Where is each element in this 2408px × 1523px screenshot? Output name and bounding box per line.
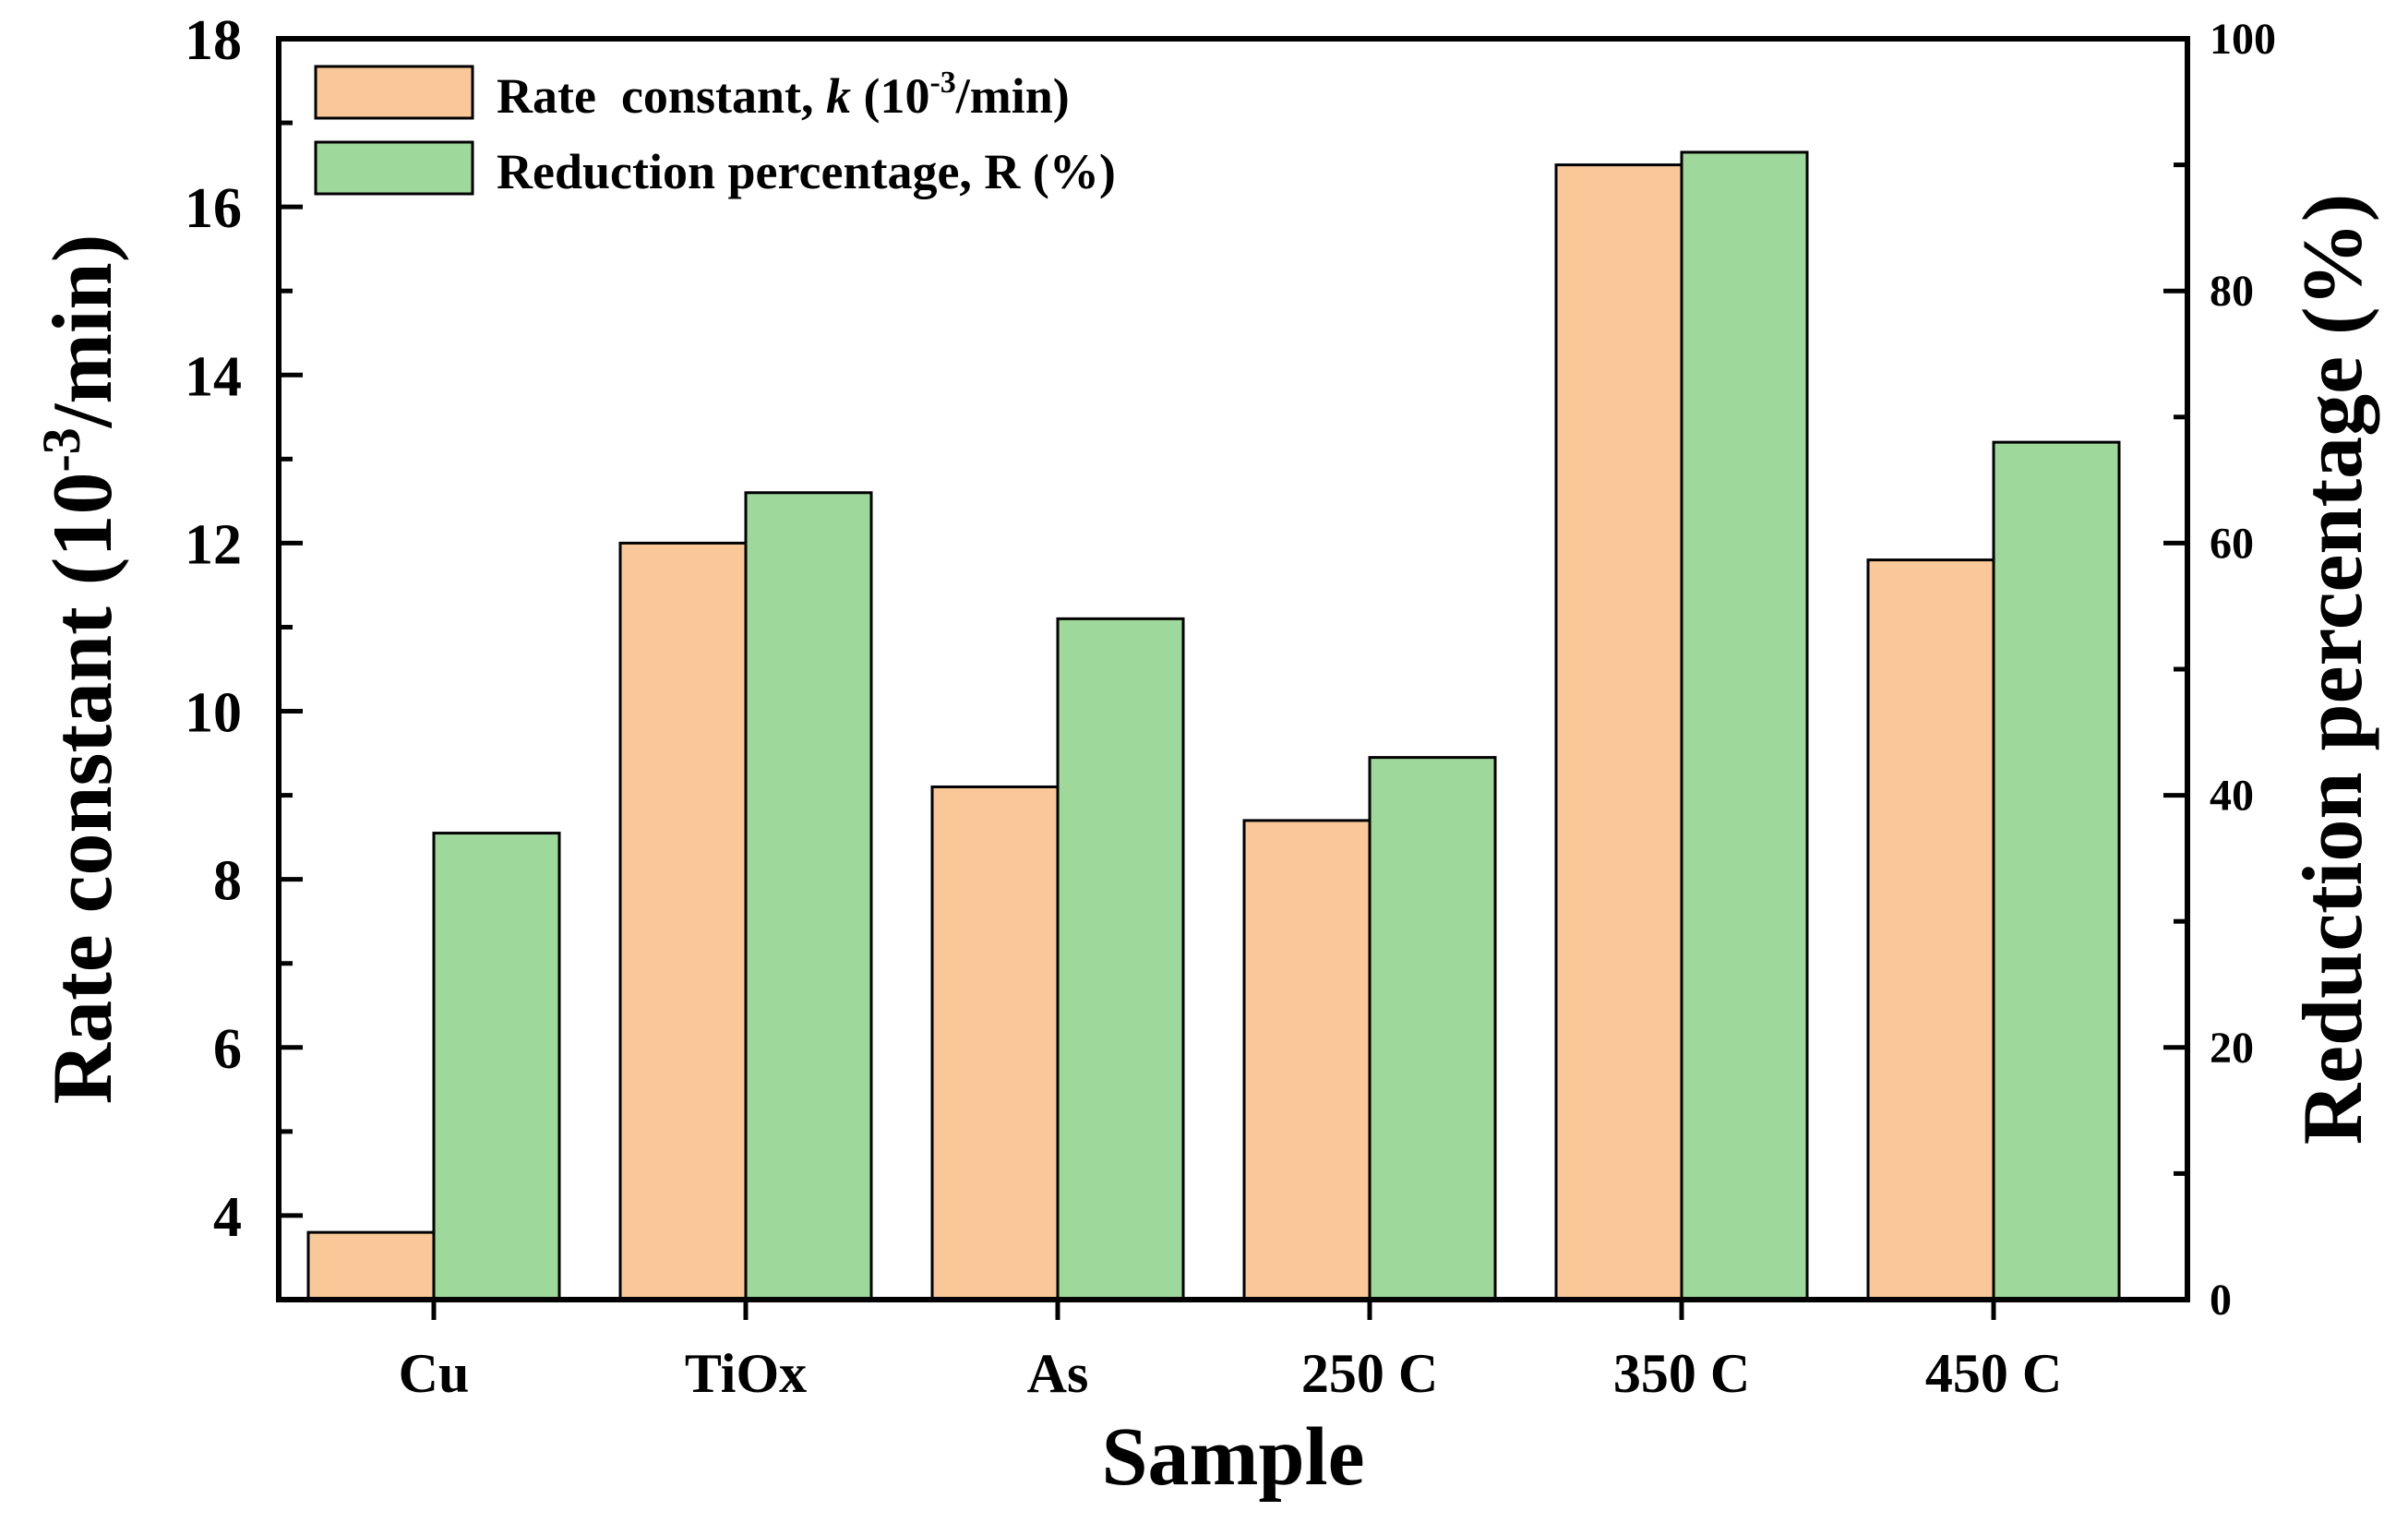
right-axis-tick-label: 20: [2210, 1024, 2254, 1073]
right-axis-tick-label: 80: [2210, 267, 2254, 316]
left-axis-tick-label: 16: [185, 177, 242, 240]
right-axis-tick-label: 60: [2210, 519, 2254, 568]
left-axis-tick-label: 18: [185, 9, 242, 72]
left-axis-title-unit: /min): [35, 234, 129, 429]
x-axis-tick-label: 250 C: [1301, 1343, 1438, 1404]
left-axis-tick-label: 10: [185, 682, 242, 745]
bar-reduction-percentage-1: [744, 491, 873, 1301]
x-axis: Cu TiOx As 250 C 350 C 450 C: [399, 1300, 2062, 1404]
left-axis-tick-label: 4: [213, 1186, 242, 1249]
legend-label-reduction-percentage: Reduction percentage, R (%): [497, 144, 1116, 199]
bar-rate-constant-3: [1242, 819, 1372, 1301]
x-axis-tick-label: As: [1027, 1343, 1089, 1404]
bar-reduction-percentage-4: [1680, 150, 1809, 1301]
right-axis: 0 20 40 60 80 100: [2163, 15, 2276, 1325]
x-axis-tick-label: 350 C: [1613, 1343, 1750, 1404]
legend-swatch-rate-constant: [314, 65, 474, 120]
right-axis-tick-label: 0: [2210, 1276, 2232, 1325]
bar-rate-constant-5: [1866, 558, 1995, 1301]
left-axis-title-main: Rate constant (10: [35, 473, 129, 1105]
bar-reduction-percentage-5: [1992, 440, 2121, 1301]
left-axis-tick-label: 6: [213, 1018, 242, 1081]
left-axis: 4 6 8 10 12 14 16 18: [185, 9, 303, 1302]
left-axis-tick-label: 12: [185, 513, 242, 576]
x-axis-tick-label: TiOx: [685, 1343, 807, 1404]
right-axis-tick-label: 100: [2210, 15, 2276, 64]
bar-reduction-percentage-0: [432, 832, 561, 1301]
legend: Rate constant, k (10-3/min) Reduction pe…: [314, 65, 1116, 199]
x-axis-tick-label: 450 C: [1925, 1343, 2062, 1404]
bar-rate-constant-1: [618, 541, 748, 1301]
bar-reduction-percentage-2: [1056, 617, 1185, 1301]
bar-reduction-percentage-3: [1368, 756, 1497, 1301]
x-axis-title: Sample: [1101, 1411, 1364, 1503]
bars-group: [306, 150, 2121, 1301]
legend-label-rate-constant: Rate constant, k (10-3/min): [497, 66, 1070, 124]
bar-rate-constant-2: [930, 785, 1060, 1301]
left-axis-tick-label: 8: [213, 850, 242, 913]
x-axis-tick-label: Cu: [399, 1343, 470, 1404]
bar-rate-constant-0: [306, 1230, 436, 1301]
left-axis-title: Rate constant (10-3/min): [31, 234, 129, 1105]
bar-rate-constant-4: [1554, 163, 1683, 1301]
left-axis-title-exponent: -3: [31, 427, 91, 472]
right-axis-title: Reduction percentage (%): [2285, 194, 2379, 1145]
legend-swatch-reduction-percentage: [314, 140, 474, 196]
right-axis-tick-label: 40: [2210, 772, 2254, 821]
left-axis-tick-label: 14: [185, 345, 242, 408]
